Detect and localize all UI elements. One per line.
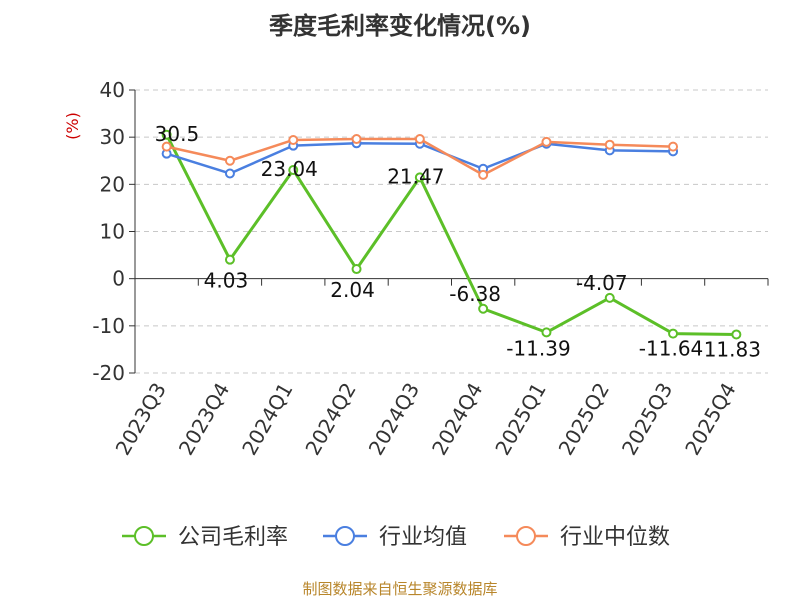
- data-label: -6.38: [449, 282, 501, 306]
- x-tick-label: 2025Q2: [554, 379, 614, 460]
- data-point: [288, 164, 299, 175]
- y-tick-label: 0: [112, 267, 125, 291]
- data-point: [224, 168, 235, 179]
- legend-marker: [335, 526, 355, 546]
- data-point: [224, 254, 235, 265]
- data-point: [414, 172, 425, 183]
- data-point: [351, 264, 362, 275]
- data-label: -11.64: [639, 337, 703, 361]
- data-point: [351, 134, 362, 145]
- legend-marker: [134, 526, 154, 546]
- data-label: 4.03: [204, 269, 249, 293]
- legend-label: 行业中位数: [560, 525, 670, 550]
- data-label: 23.04: [261, 157, 318, 181]
- grid-lines: [135, 89, 768, 374]
- x-tick-label: 2024Q4: [427, 379, 487, 460]
- data-point: [541, 327, 552, 338]
- data-point: [224, 155, 235, 166]
- x-tick-label: 2024Q1: [237, 379, 297, 460]
- data-point: [478, 169, 489, 180]
- y-tick-label: 40: [100, 78, 125, 102]
- data-labels: 30.5 4.03 23.04 2.04 21.47 -6.38 -11.39 -4.07 -1…: [155, 122, 761, 362]
- series-group: [161, 129, 742, 340]
- data-point: [414, 134, 425, 145]
- x-tick-label: 2025Q4: [680, 379, 740, 460]
- x-tick-label: 2024Q2: [300, 379, 360, 460]
- data-point: [604, 292, 615, 303]
- data-label: 30.5: [155, 122, 200, 146]
- data-point: [731, 329, 742, 340]
- y-tick-label: 10: [100, 220, 125, 244]
- chart-title: 季度毛利率变化情况(%): [269, 12, 531, 40]
- data-point: [541, 136, 552, 147]
- data-label: -4.07: [576, 271, 628, 295]
- legend: 公司毛利率 行业均值 行业中位数: [122, 525, 670, 550]
- y-tick-label: -10: [92, 314, 125, 338]
- x-tick-label: 2025Q1: [490, 379, 550, 460]
- data-label: -11.39: [506, 336, 570, 360]
- y-tick-label: 20: [100, 172, 125, 196]
- x-tick-label: 2023Q4: [174, 379, 234, 460]
- x-tick-label: 2024Q3: [364, 379, 424, 460]
- data-point: [288, 134, 299, 145]
- data-point: [161, 141, 172, 152]
- data-source-note: 制图数据来自恒生聚源数据库: [302, 580, 498, 598]
- data-point: [161, 129, 172, 140]
- legend-marker: [516, 526, 536, 546]
- data-label: 11.83: [704, 337, 761, 361]
- data-point: [604, 139, 615, 150]
- data-point: [668, 141, 679, 152]
- y-tick-label: 30: [100, 125, 125, 149]
- data-label: 2.04: [330, 278, 375, 302]
- data-point: [478, 303, 489, 314]
- series-line-0: [165, 134, 737, 336]
- data-point: [668, 328, 679, 339]
- y-tick-label: -20: [92, 361, 125, 385]
- legend-label: 公司毛利率: [178, 525, 288, 550]
- legend-label: 行业均值: [379, 525, 467, 550]
- data-label: 21.47: [387, 164, 444, 188]
- x-tick-label: 2023Q3: [111, 379, 171, 460]
- x-tick-label: 2025Q3: [617, 379, 677, 460]
- y-axis-unit-label: (%): [63, 112, 82, 140]
